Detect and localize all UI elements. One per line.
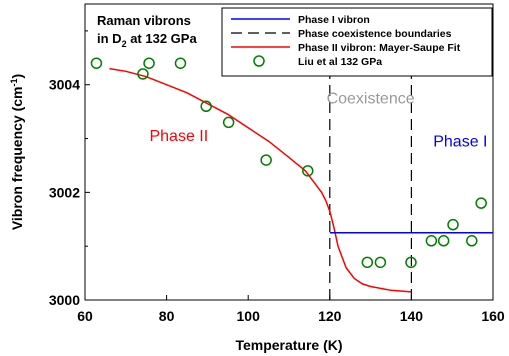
data-point [302, 165, 314, 177]
y-axis-label: Vibron frequency (cm-1) [9, 74, 25, 230]
data-point [466, 235, 478, 247]
x-tick-label: 160 [481, 308, 505, 324]
legend-label-phase1: Phase I vibron [298, 14, 370, 26]
data-point [425, 235, 438, 247]
data-point [437, 235, 450, 247]
annotation: Coexistence [327, 91, 415, 108]
data-points [90, 57, 487, 269]
data-point [90, 57, 103, 69]
x-tick-label: 140 [400, 308, 424, 324]
data-point [475, 197, 487, 209]
x-tick-label: 120 [318, 308, 342, 324]
x-tick-label: 60 [77, 308, 93, 324]
chart-title-line1: Raman vibrons [97, 13, 191, 28]
data-point [200, 100, 212, 113]
annotation: Phase I [433, 134, 487, 151]
y-tick-label: 3002 [49, 184, 80, 200]
x-axis-label: Temperature (K) [235, 337, 342, 353]
data-point [137, 68, 149, 80]
y-axis-label-superscript: -1 [9, 78, 19, 86]
y-tick-label: 3000 [49, 292, 80, 308]
legend-label-phase2: Phase II vibron: Mayer-Saupe Fit [298, 42, 461, 54]
series-lines [109, 67, 493, 293]
data-point [447, 218, 459, 231]
data-point [143, 57, 155, 69]
x-tick-label: 100 [237, 308, 261, 324]
x-tick-label: 80 [159, 308, 175, 324]
chart-title-line2: in D2 at 132 GPa [97, 31, 197, 49]
legend: Phase I vibron Phase coexistence boundar… [221, 7, 493, 77]
data-point [361, 256, 374, 269]
series-line [109, 67, 412, 293]
data-point [260, 154, 272, 166]
legend-label-liu: Liu et al 132 GPa [298, 56, 382, 68]
annotation: Phase II [149, 128, 208, 145]
data-point [222, 116, 235, 129]
legend-marker-liu [253, 55, 265, 67]
plot-frame [84, 3, 494, 301]
axis-ticks: 60 80 100 120 140 160 3000 3002 3004 [49, 30, 505, 324]
data-point [174, 57, 187, 69]
legend-label-boundaries: Phase coexistence boundaries [298, 28, 452, 40]
data-point [374, 256, 387, 269]
title-subscript: 2 [122, 39, 127, 49]
annotations: Phase II Coexistence Phase I [149, 91, 487, 151]
y-tick-label: 3004 [49, 77, 80, 93]
data-point [405, 256, 417, 269]
